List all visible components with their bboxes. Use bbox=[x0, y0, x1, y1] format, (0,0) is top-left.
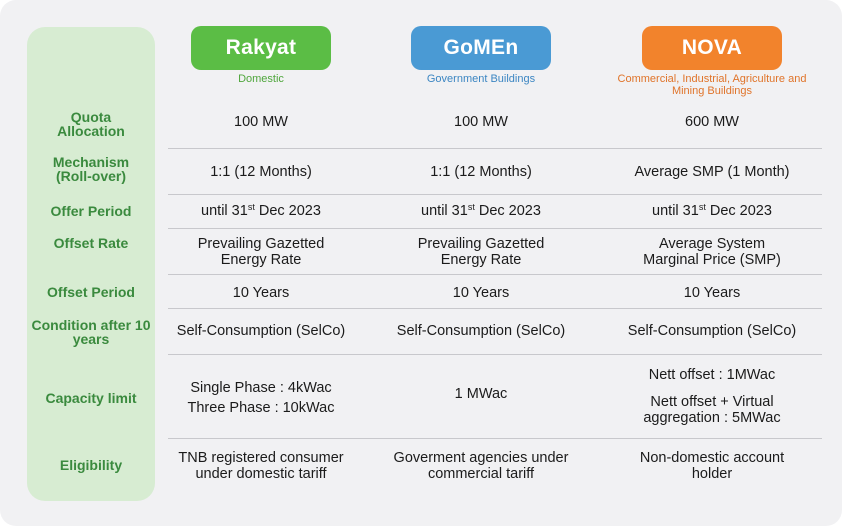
rakyat-subtitle: Domestic bbox=[238, 73, 284, 85]
mechanism-gomen: 1:1 (12 Months) bbox=[430, 164, 532, 180]
row-divider bbox=[168, 308, 822, 309]
offer-period-suffix: Dec 2023 bbox=[474, 203, 541, 219]
row-label-quota: Quota Allocation bbox=[57, 109, 125, 139]
offer-period-prefix: until 31 bbox=[652, 203, 699, 219]
rakyat-title: Rakyat bbox=[191, 26, 331, 70]
offset-period-nova: 10 Years bbox=[683, 285, 741, 301]
offset-period-gomen: 10 Years bbox=[452, 285, 510, 301]
eligibility-gomen: Goverment agencies under commercial tari… bbox=[393, 450, 569, 482]
capacity-nova-line2: Nett offset + Virtual aggregation : 5MWa… bbox=[643, 394, 781, 426]
eligibility-rakyat: TNB registered consumer under domestic t… bbox=[178, 450, 344, 482]
row-divider bbox=[168, 354, 822, 355]
mechanism-rakyat: 1:1 (12 Months) bbox=[210, 164, 312, 180]
offset-period-rakyat: 10 Years bbox=[232, 285, 290, 301]
offer-period-sup: st bbox=[247, 202, 255, 212]
row-divider bbox=[168, 148, 822, 149]
quota-gomen: 100 MW bbox=[454, 114, 508, 130]
row-label-mechanism: Mechanism (Roll-over) bbox=[52, 154, 130, 184]
quota-nova: 600 MW bbox=[685, 114, 739, 130]
offset-rate-gomen: Prevailing Gazetted Energy Rate bbox=[417, 236, 545, 268]
row-label-panel bbox=[27, 27, 155, 501]
offer-period-sup: st bbox=[698, 202, 706, 212]
offset-rate-nova: Average System Marginal Price (SMP) bbox=[643, 236, 781, 268]
capacity-rakyat-line2: Three Phase : 10kWac bbox=[187, 400, 335, 416]
mechanism-nova: Average SMP (1 Month) bbox=[634, 164, 790, 180]
offset-rate-rakyat: Prevailing Gazetted Energy Rate bbox=[197, 236, 325, 268]
column-header-nova: NOVA Commercial, Industrial, Agriculture… bbox=[612, 26, 812, 97]
nova-title: NOVA bbox=[642, 26, 782, 70]
row-label-capacity: Capacity limit bbox=[45, 390, 137, 406]
row-divider bbox=[168, 194, 822, 195]
row-divider bbox=[168, 438, 822, 439]
nova-subtitle: Commercial, Industrial, Agriculture and … bbox=[617, 73, 807, 97]
eligibility-nova: Non-domestic account holder bbox=[639, 450, 785, 482]
offer-period-nova: until 31st Dec 2023 bbox=[612, 202, 812, 220]
capacity-nova-line1: Nett offset : 1MWac bbox=[648, 367, 776, 383]
offer-period-suffix: Dec 2023 bbox=[254, 203, 321, 219]
offer-period-rakyat: until 31st Dec 2023 bbox=[168, 202, 354, 220]
condition-gomen: Self-Consumption (SelCo) bbox=[396, 323, 566, 339]
capacity-rakyat-line1: Single Phase : 4kWac bbox=[190, 380, 332, 396]
row-divider bbox=[168, 274, 822, 275]
gomen-title: GoMEn bbox=[411, 26, 551, 70]
row-label-offset-rate: Offset Rate bbox=[53, 235, 129, 251]
condition-nova: Self-Consumption (SelCo) bbox=[627, 323, 797, 339]
row-label-offer-period: Offer Period bbox=[50, 203, 132, 219]
row-divider bbox=[168, 228, 822, 229]
capacity-gomen: 1 MWac bbox=[454, 386, 508, 402]
offer-period-prefix: until 31 bbox=[421, 203, 468, 219]
gomen-subtitle: Government Buildings bbox=[426, 73, 536, 85]
column-header-gomen: GoMEn Government Buildings bbox=[388, 26, 574, 85]
row-label-condition: Condition after 10 years bbox=[31, 317, 151, 347]
column-header-rakyat: Rakyat Domestic bbox=[168, 26, 354, 85]
offer-period-gomen: until 31st Dec 2023 bbox=[388, 202, 574, 220]
quota-rakyat: 100 MW bbox=[234, 114, 288, 130]
offer-period-prefix: until 31 bbox=[201, 203, 248, 219]
row-label-offset-period: Offset Period bbox=[47, 284, 135, 300]
offer-period-suffix: Dec 2023 bbox=[705, 203, 772, 219]
row-label-eligibility: Eligibility bbox=[59, 457, 123, 473]
condition-rakyat: Self-Consumption (SelCo) bbox=[176, 323, 346, 339]
offer-period-sup: st bbox=[467, 202, 475, 212]
